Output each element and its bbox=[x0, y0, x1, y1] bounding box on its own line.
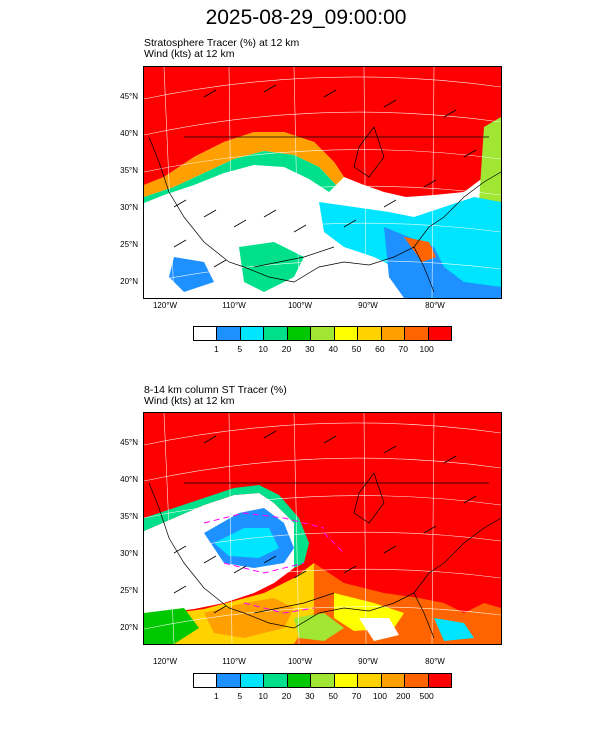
panel1-subtitle: Wind (kts) at 12 km bbox=[144, 48, 235, 60]
panel2-lat-45: 45°N bbox=[120, 438, 138, 447]
colorbar-swatch bbox=[311, 674, 335, 687]
panel2-colorbar bbox=[193, 673, 452, 688]
panel1-lon-100: 100°W bbox=[287, 301, 313, 310]
panel2-lat-35: 35°N bbox=[120, 512, 138, 521]
colorbar-swatch bbox=[264, 674, 288, 687]
map-panel-2 bbox=[143, 412, 502, 645]
colorbar-swatch bbox=[358, 674, 382, 687]
colorbar-swatch bbox=[287, 674, 312, 687]
panel2-lon-100: 100°W bbox=[287, 657, 313, 666]
panel1-lon-80: 80°W bbox=[425, 301, 445, 310]
panel1-lat-40: 40°N bbox=[120, 129, 138, 138]
colorbar-label: 30 bbox=[305, 344, 315, 354]
colorbar-label: 5 bbox=[237, 344, 243, 354]
map-panel-1 bbox=[143, 66, 502, 299]
panel2-lon-90: 90°W bbox=[358, 657, 378, 666]
colorbar-swatch bbox=[358, 327, 382, 340]
colorbar-label: 70 bbox=[398, 344, 408, 354]
colorbar-swatch bbox=[240, 327, 265, 340]
colorbar-label: 500 bbox=[419, 691, 434, 701]
colorbar-label: 30 bbox=[305, 691, 315, 701]
colorbar-label: 100 bbox=[419, 344, 434, 354]
panel1-title: Stratosphere Tracer (%) at 12 km bbox=[144, 37, 300, 49]
colorbar-label: 50 bbox=[328, 691, 338, 701]
panel2-subtitle: Wind (kts) at 12 km bbox=[144, 395, 235, 407]
panel1-lat-35: 35°N bbox=[120, 166, 138, 175]
colorbar-label: 100 bbox=[372, 691, 387, 701]
panel1-colorbar bbox=[193, 326, 452, 341]
colorbar-swatch bbox=[405, 327, 429, 340]
colorbar-label: 40 bbox=[328, 344, 338, 354]
colorbar-swatch bbox=[405, 674, 429, 687]
colorbar-label: 50 bbox=[351, 344, 362, 354]
colorbar-label: 1 bbox=[213, 691, 219, 701]
colorbar-swatch bbox=[334, 674, 359, 687]
colorbar-swatch bbox=[240, 674, 265, 687]
panel2-lat-40: 40°N bbox=[120, 475, 138, 484]
panel2-title: 8-14 km column ST Tracer (%) bbox=[144, 384, 287, 396]
colorbar-swatch bbox=[428, 327, 451, 340]
colorbar-label: 60 bbox=[375, 344, 385, 354]
colorbar-swatch bbox=[217, 327, 241, 340]
map-panel-2-svg bbox=[144, 413, 501, 644]
panel1-lat-45: 45°N bbox=[120, 92, 138, 101]
panel1-lon-110: 110°W bbox=[222, 301, 246, 310]
map-panel-1-svg bbox=[144, 67, 501, 298]
colorbar-swatch bbox=[287, 327, 312, 340]
colorbar-label: 1 bbox=[213, 344, 219, 354]
panel1-lat-25: 25°N bbox=[120, 240, 138, 249]
panel2-lat-20: 20°N bbox=[120, 623, 138, 632]
panel2-lon-110: 110°W bbox=[222, 657, 246, 666]
panel1-lat-30: 30°N bbox=[120, 203, 138, 212]
colorbar-label: 70 bbox=[351, 691, 362, 701]
colorbar-swatch bbox=[381, 327, 406, 340]
colorbar-swatch bbox=[381, 674, 406, 687]
page-title: 2025-08-29_09:00:00 bbox=[205, 6, 407, 29]
colorbar-swatch bbox=[428, 674, 451, 687]
colorbar-swatch bbox=[334, 327, 359, 340]
colorbar-swatch bbox=[217, 674, 241, 687]
panel1-lon-120: 120°W bbox=[152, 301, 178, 310]
panel1-lat-20: 20°N bbox=[120, 277, 138, 286]
colorbar-swatch bbox=[264, 327, 288, 340]
colorbar-swatch bbox=[194, 327, 218, 340]
panel2-lon-80: 80°W bbox=[425, 657, 445, 666]
panel2-lon-120: 120°W bbox=[152, 657, 178, 666]
colorbar-swatch bbox=[194, 674, 218, 687]
colorbar-label: 10 bbox=[258, 344, 268, 354]
colorbar-label: 200 bbox=[396, 691, 411, 701]
colorbar-label: 5 bbox=[237, 691, 243, 701]
panel1-lon-90: 90°W bbox=[358, 301, 378, 310]
colorbar-swatch bbox=[311, 327, 335, 340]
colorbar-label: 10 bbox=[258, 691, 268, 701]
colorbar-label: 20 bbox=[281, 691, 292, 701]
panel2-lat-30: 30°N bbox=[120, 549, 138, 558]
colorbar-label: 20 bbox=[281, 344, 292, 354]
panel2-lat-25: 25°N bbox=[120, 586, 138, 595]
